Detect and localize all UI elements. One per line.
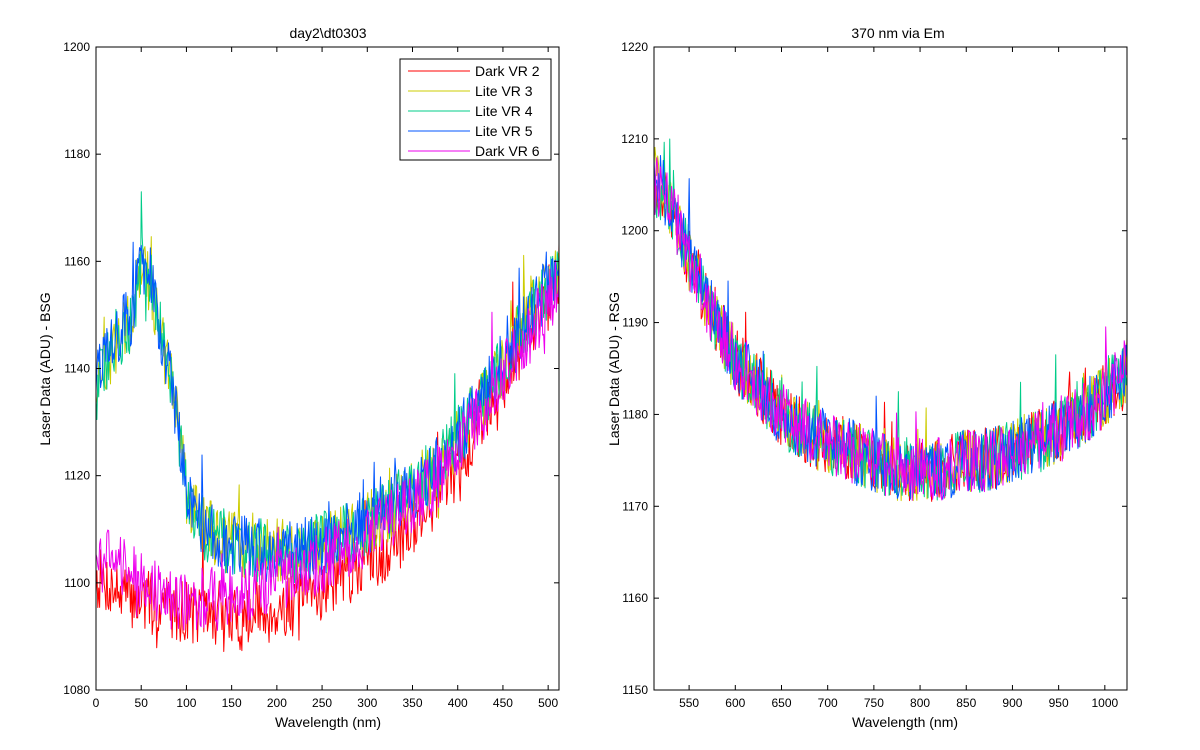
right-ytick-label: 1190 — [622, 316, 648, 330]
left-chart: day2\dt0303 Wavelength (nm) Laser Data (… — [37, 25, 560, 730]
right-ytick-label: 1170 — [622, 499, 648, 513]
left-ytick-label: 1100 — [64, 576, 90, 590]
left-xtick-label: 0 — [93, 696, 100, 710]
right-ytick-label: 1220 — [621, 40, 648, 54]
legend-label-1: Dark VR 2 — [475, 63, 540, 79]
left-xtick-label: 50 — [135, 696, 149, 710]
left-xtick-label: 250 — [312, 696, 332, 710]
right-xtick-label: 900 — [1002, 696, 1022, 710]
right-chart: 370 nm via Em Wavelength (nm) Laser Data… — [606, 25, 1128, 730]
left-series-line-4 — [96, 241, 559, 583]
right-series-group — [654, 138, 1127, 502]
left-xtick-label: 200 — [267, 696, 287, 710]
left-xtick-label: 150 — [222, 696, 242, 710]
legend-box — [399, 58, 552, 161]
right-series-line-5 — [654, 157, 1127, 501]
left-ytick-label: 1080 — [63, 683, 90, 697]
right-xtick-label: 950 — [1049, 696, 1069, 710]
right-ytick-label: 1210 — [621, 132, 648, 146]
legend-label-5: Dark VR 6 — [475, 143, 540, 159]
legend-label-4: Lite VR 5 — [475, 123, 533, 139]
right-ytick-label: 1200 — [621, 224, 648, 238]
right-xtick-label: 850 — [956, 696, 976, 710]
right-xtick-label: 750 — [864, 696, 884, 710]
right-xtick-label: 1000 — [1091, 696, 1118, 710]
right-xtick-label: 650 — [771, 696, 791, 710]
right-xtick-label: 700 — [818, 696, 838, 710]
right-ytick-label: 1160 — [622, 591, 648, 605]
legend-label-3: Lite VR 4 — [475, 103, 533, 119]
right-xtick-label: 800 — [910, 696, 930, 710]
left-series-line-5 — [96, 260, 559, 631]
left-chart-ylabel: Laser Data (ADU) - BSG — [37, 292, 53, 445]
left-xtick-label: 350 — [402, 696, 422, 710]
left-ytick-label: 1160 — [64, 254, 90, 268]
right-chart-xlabel: Wavelength (nm) — [852, 714, 958, 730]
legend-label-2: Lite VR 3 — [475, 83, 533, 99]
right-ytick-label: 1180 — [622, 407, 648, 421]
left-ytick-label: 1180 — [64, 147, 90, 161]
left-xtick-label: 500 — [538, 696, 558, 710]
right-axes-frame — [653, 46, 1128, 691]
left-xtick-label: 100 — [176, 696, 196, 710]
left-ytick-label: 1140 — [64, 362, 90, 376]
left-ytick-label: 1200 — [63, 40, 90, 54]
left-chart-title: day2\dt0303 — [289, 25, 366, 41]
left-legend: Dark VR 2 Lite VR 3 Lite VR 4 Lite VR 5 Dark… — [399, 58, 552, 161]
right-chart-title: 370 nm via Em — [851, 25, 944, 41]
left-series-group — [96, 191, 559, 652]
left-xtick-label: 450 — [493, 696, 513, 710]
right-chart-ylabel: Laser Data (ADU) - RSG — [606, 292, 622, 446]
left-ytick-label: 1120 — [64, 469, 90, 483]
right-xtick-label: 550 — [679, 696, 699, 710]
left-xtick-label: 400 — [448, 696, 468, 710]
right-ytick-label: 1150 — [622, 683, 648, 697]
left-xtick-label: 300 — [357, 696, 377, 710]
left-chart-xlabel: Wavelength (nm) — [275, 714, 381, 730]
right-xtick-label: 600 — [725, 696, 745, 710]
